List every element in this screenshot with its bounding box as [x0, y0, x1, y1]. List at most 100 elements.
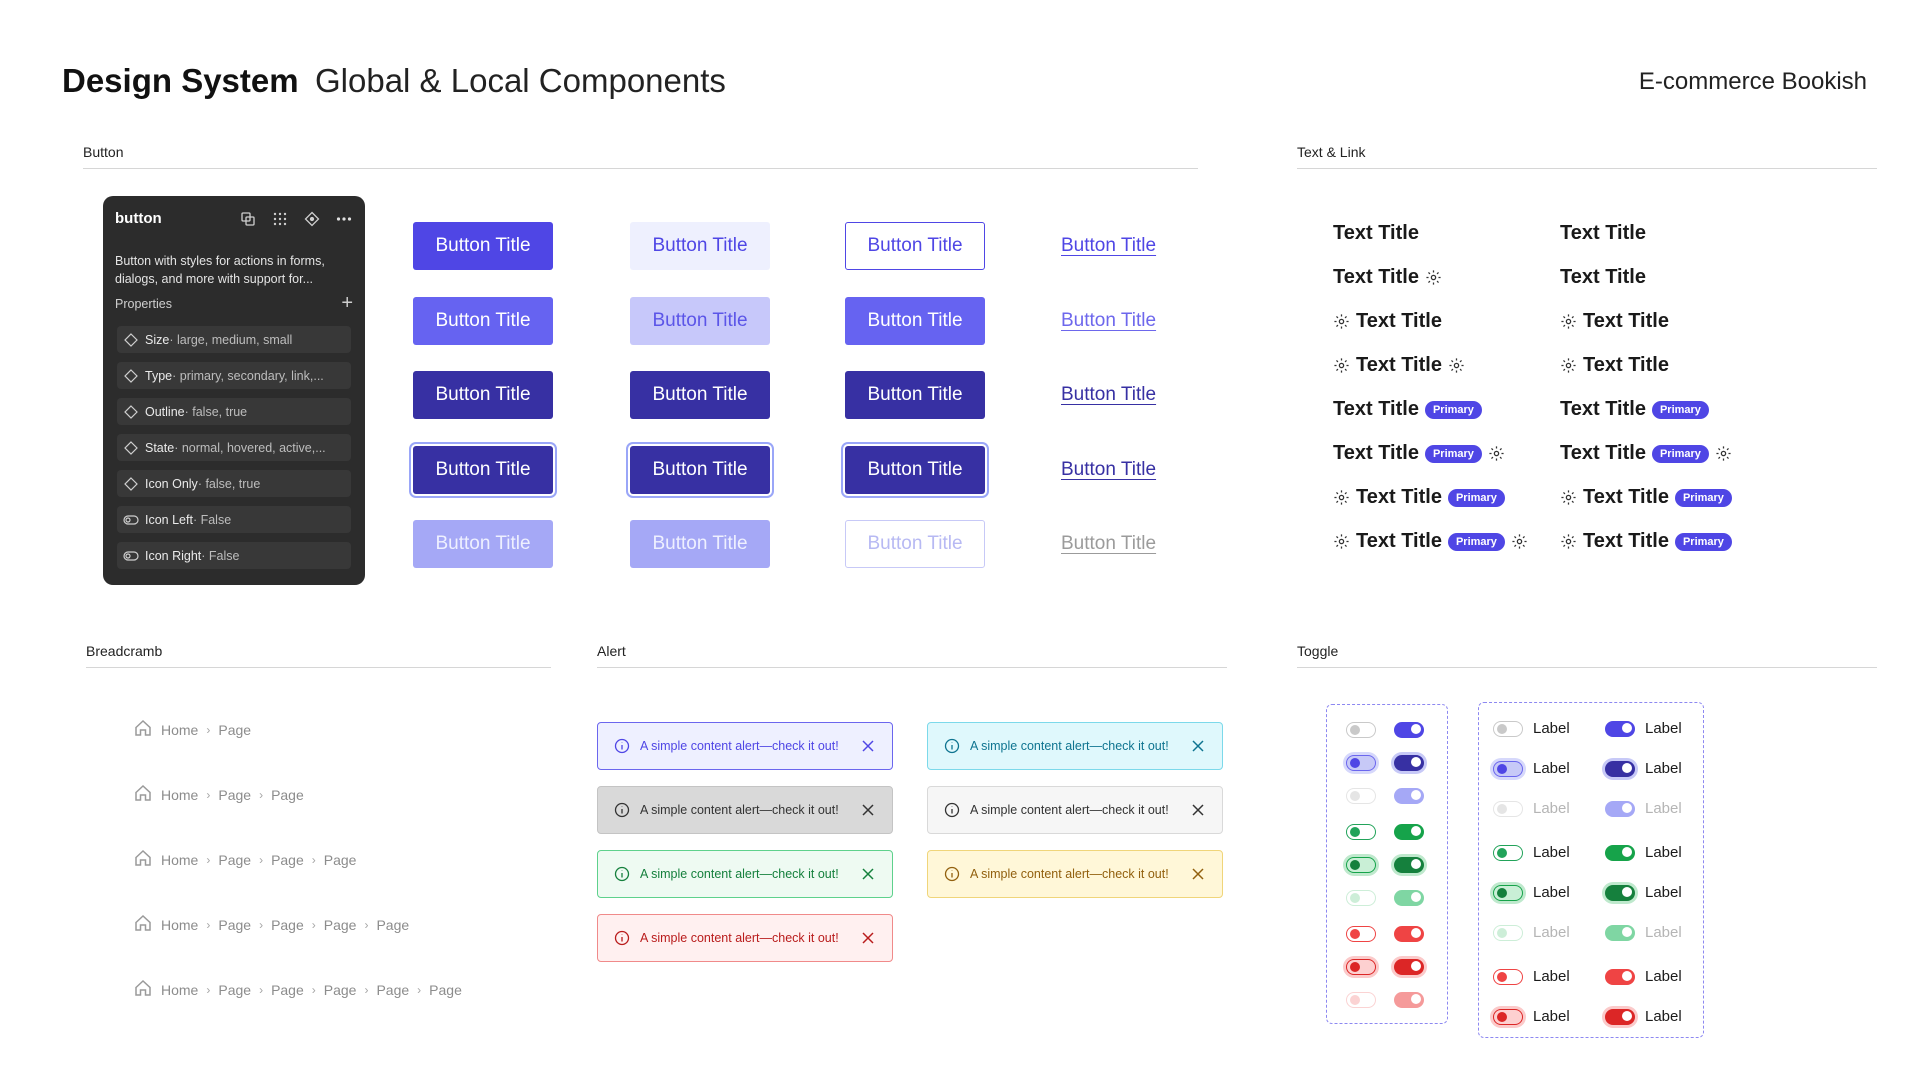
toggle-off[interactable]: [1346, 722, 1376, 738]
text-title-icon-left-badge[interactable]: Text Title Primary: [1560, 530, 1732, 553]
link-button-focused[interactable]: Button Title: [1061, 459, 1157, 480]
outline-button-disabled[interactable]: Button Title: [845, 520, 985, 568]
text-title-icon-left-badge[interactable]: Text Title Primary: [1333, 486, 1505, 509]
breadcrumb-page[interactable]: Page: [218, 981, 252, 998]
toggle-on-focused[interactable]: [1394, 755, 1424, 771]
toggle-on-danger-focused[interactable]: [1605, 1009, 1635, 1025]
breadcrumb-page[interactable]: Page: [271, 916, 304, 933]
breadcrumb-page[interactable]: Page: [429, 981, 462, 998]
toggle-on[interactable]: [1394, 722, 1424, 738]
text-title-badge-icon-right[interactable]: Text Title Primary: [1560, 442, 1732, 465]
breadcrumb-page[interactable]: Page: [218, 851, 252, 868]
toggle-off-success-disabled[interactable]: [1493, 925, 1523, 941]
secondary-button[interactable]: Button Title: [630, 222, 770, 270]
add-property-button[interactable]: +: [341, 292, 353, 314]
toggle-on-danger[interactable]: [1605, 969, 1635, 985]
toggle-on-success-disabled[interactable]: [1394, 890, 1424, 906]
link-button-active[interactable]: Button Title: [1061, 384, 1157, 405]
text-title[interactable]: Text Title: [1560, 222, 1646, 245]
toggle-off-danger-focused[interactable]: [1346, 959, 1376, 975]
toggle-on-danger-focused[interactable]: [1394, 959, 1424, 975]
link-button[interactable]: Button Title: [1061, 235, 1157, 256]
copy-component-icon[interactable]: [237, 208, 259, 230]
toggle-off[interactable]: [1493, 721, 1523, 737]
text-title[interactable]: Text Title: [1333, 222, 1419, 245]
toggle-off-focused[interactable]: [1346, 755, 1376, 771]
outline-button-focused[interactable]: Button Title: [845, 446, 985, 494]
toggle-on-danger-disabled[interactable]: [1394, 992, 1424, 1008]
close-icon[interactable]: [858, 864, 878, 884]
close-icon[interactable]: [858, 800, 878, 820]
link-button-hovered[interactable]: Button Title: [1061, 310, 1157, 331]
text-title-icon-left-badge[interactable]: Text Title Primary: [1560, 486, 1732, 509]
outline-button[interactable]: Button Title: [845, 222, 985, 270]
home-icon[interactable]: [133, 783, 153, 806]
toggle-on-danger[interactable]: [1394, 926, 1424, 942]
breadcrumb-page[interactable]: Page: [323, 916, 357, 933]
toggle-off-success[interactable]: [1493, 845, 1523, 861]
property-icon-only[interactable]: Icon Only · false, true: [117, 470, 351, 497]
toggle-off-danger-disabled[interactable]: [1346, 992, 1376, 1008]
text-title-icon-left[interactable]: Text Title: [1560, 310, 1669, 333]
text-title-icons-both-badge[interactable]: Text Title Primary: [1333, 530, 1528, 553]
breadcrumb-page[interactable]: Page: [271, 981, 304, 998]
toggle-off-success-focused[interactable]: [1493, 885, 1523, 901]
toggle-on-success-focused[interactable]: [1394, 857, 1424, 873]
toggle-on-success-disabled[interactable]: [1605, 925, 1635, 941]
more-options-icon[interactable]: [333, 208, 355, 230]
home-icon[interactable]: [133, 848, 153, 871]
toggle-off-disabled[interactable]: [1493, 801, 1523, 817]
text-title-badge-icon-right[interactable]: Text Title Primary: [1333, 442, 1505, 465]
toggle-on[interactable]: [1605, 721, 1635, 737]
breadcrumb-page[interactable]: Page: [218, 916, 252, 933]
secondary-button-focused[interactable]: Button Title: [630, 446, 770, 494]
breadcrumb-home[interactable]: Home: [161, 786, 199, 803]
toggle-off-success[interactable]: [1346, 824, 1376, 840]
close-icon[interactable]: [858, 736, 878, 756]
close-icon[interactable]: [1188, 800, 1208, 820]
property-icon-left[interactable]: Icon Left · False: [117, 506, 351, 533]
property-icon-right[interactable]: Icon Right · False: [117, 542, 351, 569]
text-title-badge[interactable]: Text Title Primary: [1560, 398, 1709, 421]
property-state[interactable]: State · normal, hovered, active,...: [117, 434, 351, 461]
close-icon[interactable]: [1188, 864, 1208, 884]
breadcrumb-page[interactable]: Page: [271, 851, 304, 868]
outline-button-hovered[interactable]: Button Title: [845, 297, 985, 345]
property-type[interactable]: Type · primary, secondary, link,...: [117, 362, 351, 389]
component-diamond-icon[interactable]: [301, 208, 323, 230]
text-title[interactable]: Text Title: [1560, 266, 1646, 289]
toggle-off-danger-focused[interactable]: [1493, 1009, 1523, 1025]
primary-button-focused[interactable]: Button Title: [413, 446, 553, 494]
toggle-off-danger[interactable]: [1346, 926, 1376, 942]
text-title-icon-right[interactable]: Text Title: [1333, 266, 1442, 289]
primary-button-hovered[interactable]: Button Title: [413, 297, 553, 345]
property-outline[interactable]: Outline · false, true: [117, 398, 351, 425]
home-icon[interactable]: [133, 913, 153, 936]
breadcrumb-page[interactable]: Page: [218, 786, 252, 803]
breadcrumb-home[interactable]: Home: [161, 721, 199, 738]
breadcrumb-home[interactable]: Home: [161, 851, 199, 868]
toggle-on-success[interactable]: [1605, 845, 1635, 861]
breadcrumb-page[interactable]: Page: [323, 981, 357, 998]
grid-icon[interactable]: [269, 208, 291, 230]
toggle-off-disabled[interactable]: [1346, 788, 1376, 804]
breadcrumb-page[interactable]: Page: [376, 916, 410, 933]
home-icon[interactable]: [133, 978, 153, 1001]
primary-button-active[interactable]: Button Title: [413, 371, 553, 419]
toggle-off-success-focused[interactable]: [1346, 857, 1376, 873]
home-icon[interactable]: [133, 718, 153, 741]
primary-button-disabled[interactable]: Button Title: [413, 520, 553, 568]
close-icon[interactable]: [1188, 736, 1208, 756]
toggle-on-success-focused[interactable]: [1605, 885, 1635, 901]
toggle-on-disabled[interactable]: [1605, 801, 1635, 817]
secondary-button-active[interactable]: Button Title: [630, 371, 770, 419]
toggle-off-focused[interactable]: [1493, 761, 1523, 777]
secondary-button-hovered[interactable]: Button Title: [630, 297, 770, 345]
toggle-off-success-disabled[interactable]: [1346, 890, 1376, 906]
breadcrumb-page[interactable]: Page: [218, 721, 252, 738]
breadcrumb-page[interactable]: Page: [376, 981, 410, 998]
toggle-on-focused[interactable]: [1605, 761, 1635, 777]
primary-button[interactable]: Button Title: [413, 222, 553, 270]
toggle-on-success[interactable]: [1394, 824, 1424, 840]
close-icon[interactable]: [858, 928, 878, 948]
